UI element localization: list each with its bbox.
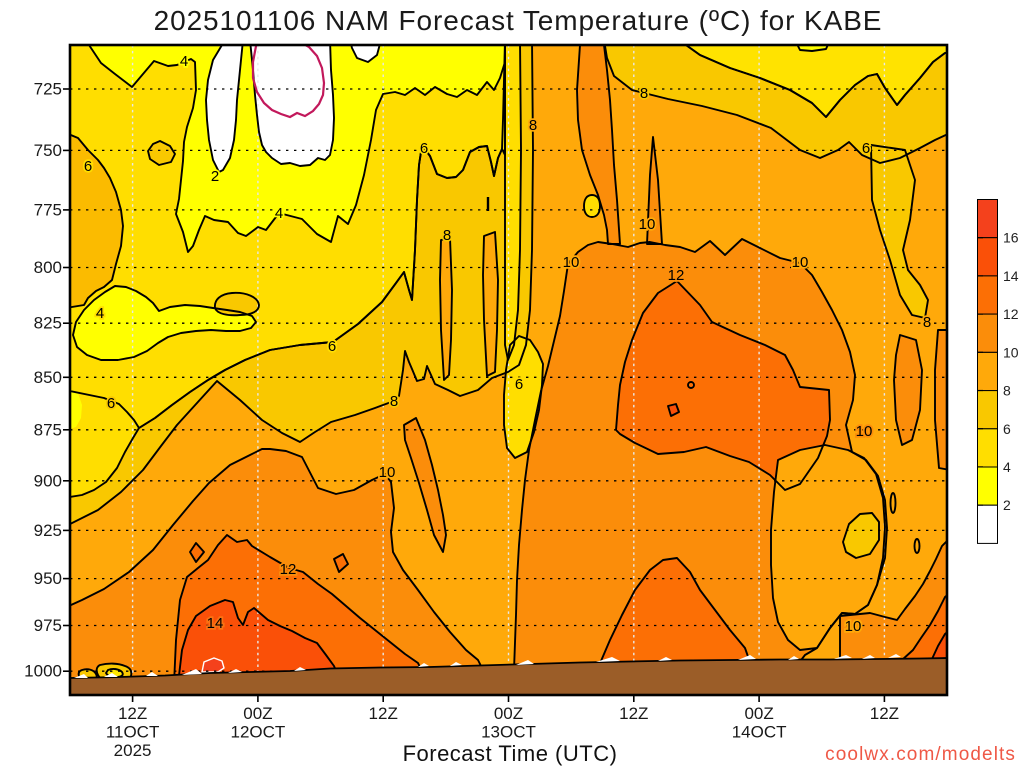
svg-text:6: 6 [1003, 421, 1011, 437]
svg-text:8: 8 [443, 227, 451, 244]
svg-text:6: 6 [107, 395, 115, 412]
svg-text:12Z: 12Z [369, 704, 398, 723]
svg-text:10: 10 [845, 618, 862, 635]
svg-text:16: 16 [1003, 230, 1019, 246]
svg-text:6: 6 [84, 158, 92, 175]
svg-text:11OCT: 11OCT [106, 723, 160, 742]
svg-text:12: 12 [1003, 306, 1019, 322]
svg-text:coolwx.com/modelts: coolwx.com/modelts [825, 744, 1016, 765]
svg-text:6: 6 [328, 338, 336, 355]
svg-text:12: 12 [280, 561, 297, 578]
svg-text:2025101106 NAM Forecast Temper: 2025101106 NAM Forecast Temperature (ºC)… [154, 5, 883, 36]
svg-text:825: 825 [34, 314, 62, 333]
svg-text:775: 775 [34, 200, 62, 219]
svg-text:14OCT: 14OCT [732, 723, 787, 742]
svg-text:2025: 2025 [114, 741, 152, 760]
svg-text:875: 875 [34, 420, 62, 439]
svg-text:6: 6 [420, 140, 428, 157]
svg-text:00Z: 00Z [744, 704, 773, 723]
svg-text:00Z: 00Z [494, 704, 523, 723]
svg-text:10: 10 [856, 423, 873, 440]
svg-text:12OCT: 12OCT [231, 723, 286, 742]
svg-text:2: 2 [1003, 497, 1011, 513]
svg-text:850: 850 [34, 368, 62, 387]
svg-text:725: 725 [34, 80, 62, 99]
svg-text:14: 14 [207, 615, 224, 632]
svg-text:4: 4 [96, 305, 104, 322]
svg-text:12Z: 12Z [619, 704, 648, 723]
svg-text:1000: 1000 [24, 662, 62, 681]
svg-text:12Z: 12Z [118, 704, 147, 723]
svg-text:10: 10 [792, 254, 809, 271]
svg-text:10: 10 [639, 216, 656, 233]
svg-text:750: 750 [34, 141, 62, 160]
svg-text:00Z: 00Z [243, 704, 272, 723]
svg-text:800: 800 [34, 258, 62, 277]
svg-text:12: 12 [668, 267, 685, 284]
svg-text:14: 14 [1003, 268, 1019, 284]
svg-text:10: 10 [1003, 344, 1019, 360]
svg-text:Forecast Time (UTC): Forecast Time (UTC) [403, 741, 618, 766]
svg-text:4: 4 [275, 205, 283, 222]
svg-text:8: 8 [390, 393, 398, 410]
svg-text:4: 4 [1003, 459, 1011, 475]
svg-text:950: 950 [34, 569, 62, 588]
svg-text:2: 2 [211, 168, 219, 185]
svg-text:8: 8 [529, 117, 537, 134]
svg-text:6: 6 [862, 140, 870, 157]
svg-text:925: 925 [34, 521, 62, 540]
svg-text:8: 8 [923, 314, 931, 331]
svg-text:10: 10 [563, 254, 580, 271]
svg-text:8: 8 [1003, 383, 1011, 399]
svg-text:8: 8 [640, 85, 648, 102]
svg-text:13OCT: 13OCT [481, 723, 536, 742]
svg-text:900: 900 [34, 471, 62, 490]
svg-text:10: 10 [379, 464, 396, 481]
svg-text:12Z: 12Z [870, 704, 899, 723]
svg-text:6: 6 [515, 376, 523, 393]
svg-text:975: 975 [34, 616, 62, 635]
svg-text:4: 4 [180, 53, 188, 70]
